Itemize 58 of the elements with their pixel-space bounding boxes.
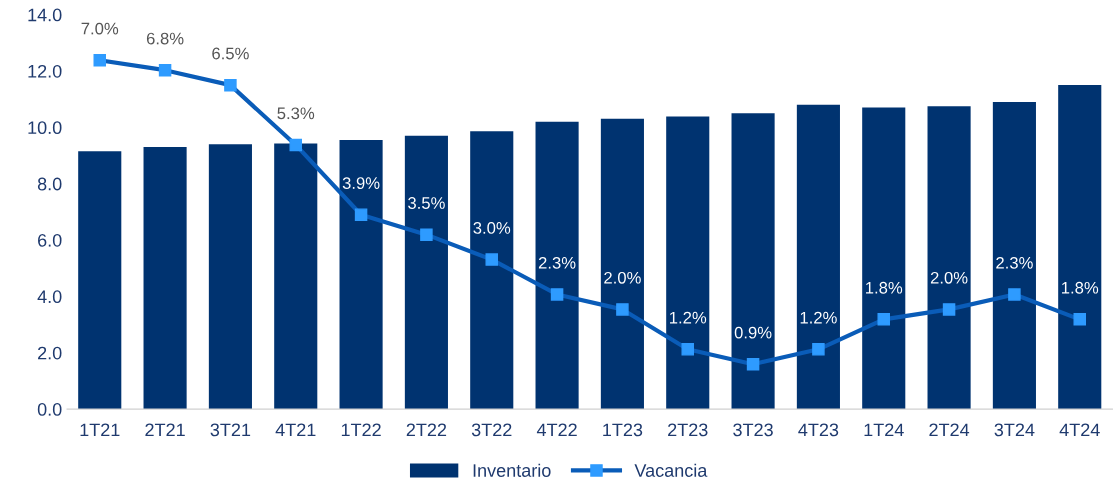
y-tick-label: 4.0	[37, 290, 62, 304]
bar	[339, 140, 383, 410]
bar	[143, 147, 187, 410]
bar	[78, 151, 122, 410]
x-tick-label: 2T21	[145, 423, 185, 437]
data-label: 2.0%	[930, 271, 968, 284]
y-tick-label: 12.0	[28, 64, 62, 78]
data-label: 6.5%	[212, 47, 249, 60]
data-label: 1.2%	[670, 311, 707, 324]
x-tick-label: 3T24	[994, 423, 1035, 437]
data-label: 2.3%	[996, 256, 1033, 269]
data-label: 1.8%	[866, 281, 903, 294]
x-tick-label: 2T24	[929, 423, 970, 437]
bar	[535, 121, 579, 410]
y-tick-label: 0.0	[37, 403, 62, 416]
bar	[404, 135, 448, 410]
bar	[274, 143, 318, 410]
data-label: 1.2%	[800, 311, 837, 324]
x-tick-label: 3T23	[733, 423, 773, 437]
x-tick-label: 4T24	[1059, 423, 1100, 437]
y-tick-label: 8.0	[37, 177, 62, 191]
y-tick-label: 6.0	[38, 233, 62, 247]
data-label: 1.8%	[1062, 281, 1099, 294]
x-tick-label: 4T23	[798, 423, 839, 437]
y-tick-label: 14.0	[28, 8, 62, 22]
bar	[470, 131, 514, 410]
bar	[731, 113, 775, 410]
legend-label: Vacancia	[634, 463, 708, 477]
data-label: 5.3%	[277, 107, 315, 120]
bar	[600, 118, 644, 410]
legend-label: Inventario	[473, 463, 551, 477]
data-label: 0.9%	[734, 326, 772, 339]
x-tick-label: 1T22	[341, 423, 381, 437]
y-tick-label: 10.0	[28, 121, 62, 135]
x-tick-label: 1T23	[603, 423, 643, 437]
data-label: 7.0%	[81, 22, 119, 35]
x-tick-label: 4T22	[536, 423, 577, 437]
data-label: 3.5%	[408, 197, 445, 209]
x-tick-label: 3T22	[471, 423, 512, 437]
bar	[666, 116, 710, 410]
data-label: 2.3%	[538, 256, 576, 269]
data-label: 2.0%	[604, 271, 641, 284]
x-tick-label: 2T22	[406, 423, 447, 437]
bar	[862, 107, 906, 410]
bar	[927, 106, 971, 410]
y-tick-label: 2.0	[38, 346, 62, 360]
bar	[992, 101, 1036, 410]
x-tick-label: 1T24	[864, 423, 904, 437]
data-label: 6.8%	[146, 32, 184, 45]
x-tick-label: 2T23	[668, 423, 708, 437]
x-tick-label: 1T21	[80, 423, 120, 437]
x-tick-label: 4T21	[275, 423, 316, 437]
data-label: 3.0%	[473, 222, 511, 234]
bar	[796, 104, 840, 410]
bar	[1058, 85, 1102, 410]
bar	[208, 144, 252, 410]
x-tick-label: 3T21	[210, 423, 251, 437]
data-label: 3.9%	[342, 177, 380, 189]
